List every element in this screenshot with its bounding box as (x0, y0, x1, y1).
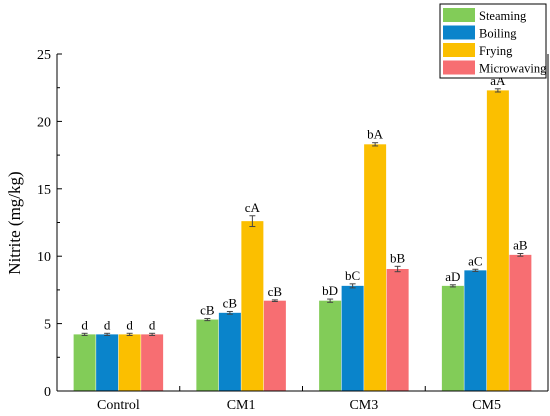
data-label: d (149, 317, 156, 332)
bar (441, 285, 464, 391)
bar (73, 334, 96, 391)
bar (319, 300, 342, 391)
legend-label: Steaming (479, 9, 527, 23)
data-label: bA (367, 127, 384, 142)
legend-swatch (443, 43, 475, 57)
bar (96, 334, 119, 391)
legend: Steaming Boiling Frying Microwaving (439, 3, 547, 79)
x-tick-label: CM3 (349, 398, 378, 413)
bar (509, 254, 532, 391)
bar (241, 221, 264, 391)
data-label: bC (345, 268, 360, 283)
y-tick-label: 10 (37, 250, 51, 265)
data-label: cA (245, 200, 261, 215)
legend-label: Frying (479, 44, 513, 58)
bar (118, 334, 141, 391)
data-label: d (104, 317, 111, 332)
bar (464, 270, 487, 391)
x-tick-label: CM1 (227, 398, 256, 413)
data-label: bB (390, 250, 406, 265)
legend-label: Boiling (479, 27, 517, 41)
bar (218, 312, 241, 391)
bar (141, 334, 164, 391)
data-label: aB (513, 238, 528, 253)
axes-layer: 0 5 10 15 20 25 Control CM1 CM3 CM5 (37, 48, 549, 413)
data-label: aD (445, 269, 460, 284)
legend-swatch (443, 8, 475, 22)
data-label: d (81, 317, 88, 332)
y-axis-label: Nitrite (mg/kg) (5, 171, 24, 274)
data-label: cB (200, 302, 215, 317)
bar (364, 144, 387, 391)
x-tick-label: CM5 (472, 398, 501, 413)
y-tick-label: 25 (37, 48, 51, 63)
y-tick-label: 20 (37, 115, 51, 130)
data-label: aC (468, 253, 482, 268)
y-tick-label: 0 (44, 385, 51, 400)
legend-swatch (443, 60, 475, 75)
bar (486, 90, 509, 392)
data-label: d (126, 317, 133, 332)
x-tick-label: Control (97, 398, 140, 413)
bar (386, 269, 409, 391)
bar (196, 319, 219, 391)
data-label: cB (268, 284, 283, 299)
bar (341, 285, 364, 391)
y-tick-label: 15 (37, 183, 51, 198)
legend-swatch (443, 25, 475, 40)
y-tick-label: 5 (44, 318, 51, 333)
legend-label: Microwaving (479, 62, 547, 76)
data-label: bD (322, 283, 338, 298)
bar (263, 300, 286, 391)
data-label: cB (223, 295, 238, 310)
